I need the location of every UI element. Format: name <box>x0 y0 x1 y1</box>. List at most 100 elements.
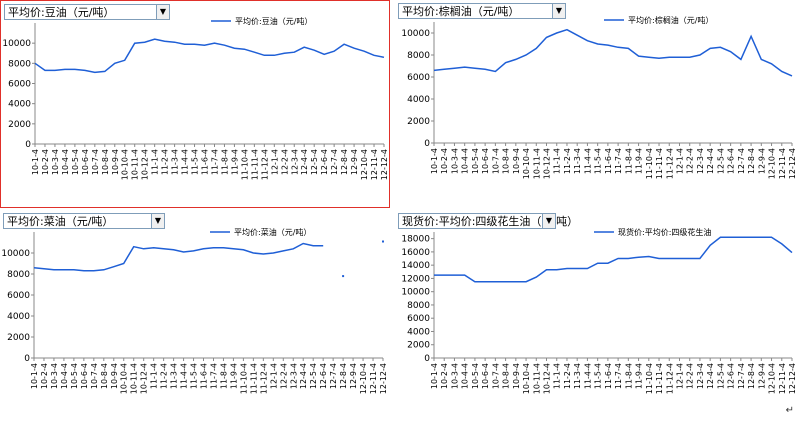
x-tick-label: 12-10-4 <box>360 149 369 180</box>
chevron-down-icon[interactable]: ▼ <box>151 213 165 229</box>
x-tick-label: 10-4-4 <box>60 363 69 389</box>
x-tick-label: 12-4-4 <box>706 148 715 174</box>
x-tick-label: 12-1-4 <box>675 363 684 389</box>
x-tick-label: 12-12-4 <box>788 148 797 179</box>
x-tick-label: 12-7-4 <box>737 363 746 389</box>
y-tick-label: 2000 <box>407 341 430 351</box>
x-tick-label: 11-12-4 <box>665 148 674 179</box>
x-tick-label: 12-10-4 <box>768 148 777 179</box>
x-tick-label: 10-9-4 <box>110 363 119 389</box>
x-tick-label: 11-1-4 <box>150 363 159 389</box>
x-tick-label: 10-11-4 <box>532 148 541 179</box>
y-tick-label: 16000 <box>401 248 430 258</box>
x-tick-label: 12-3-4 <box>696 363 705 389</box>
chevron-down-icon[interactable]: ▼ <box>552 3 566 19</box>
x-tick-label: 12-7-4 <box>329 363 338 389</box>
x-tick-label: 10-11-4 <box>532 363 541 394</box>
x-tick-label: 12-8-4 <box>747 148 756 174</box>
x-tick-label: 10-12-4 <box>543 363 552 394</box>
x-tick-label: 10-10-4 <box>522 148 531 179</box>
y-tick-label: 12000 <box>401 274 430 284</box>
x-tick-label: 12-12-4 <box>379 363 388 394</box>
x-tick-label: 10-3-4 <box>450 363 459 389</box>
x-tick-label: 10-10-4 <box>522 363 531 394</box>
x-tick-label: 12-9-4 <box>350 149 359 175</box>
y-tick-label: 8000 <box>8 59 31 69</box>
y-tick-label: 6000 <box>407 314 430 324</box>
x-tick-label: 10-4-4 <box>461 363 470 389</box>
series-dropdown[interactable]: 平均价:豆油（元/吨） ▼ <box>4 4 170 20</box>
x-tick-label: 11-7-4 <box>614 363 623 389</box>
line-chart: 0 2000 4000 6000 8000 10000 10-1-4 10-2-4 10-3-4… <box>2 16 389 180</box>
x-tick-label: 12-2-4 <box>279 363 288 389</box>
x-tick-label: 10-2-4 <box>440 148 449 174</box>
x-tick-label: 12-1-4 <box>675 148 684 174</box>
series-dropdown[interactable]: 平均价:棕榈油（元/吨） ▼ <box>398 3 566 19</box>
y-tick-label: 6000 <box>7 291 30 301</box>
chart-panel-soybean-oil: 平均价:豆油（元/吨） ▼ 0 2000 4000 6000 8000 10000 10-1… <box>0 0 390 208</box>
x-tick-label: 11-1-4 <box>151 149 160 175</box>
series-line <box>33 242 324 272</box>
x-tick-label: 11-3-4 <box>573 148 582 174</box>
x-tick-label: 12-1-4 <box>270 149 279 175</box>
x-tick-label: 11-11-4 <box>655 148 664 179</box>
y-tick-label: 6000 <box>407 73 430 83</box>
x-tick-label: 10-9-4 <box>111 149 120 175</box>
y-tick-label: 10000 <box>1 249 30 259</box>
x-tick-label: 10-2-4 <box>440 363 449 389</box>
x-tick-label: 10-1-4 <box>430 148 439 174</box>
x-tick-label: 11-3-4 <box>573 363 582 389</box>
series-dropdown[interactable]: 平均价:菜油（元/吨） ▼ <box>3 213 165 229</box>
x-tick-label: 11-6-4 <box>201 149 210 175</box>
x-tick-label: 11-7-4 <box>210 149 219 175</box>
x-tick-label: 12-7-4 <box>330 149 339 175</box>
x-tick-label: 10-8-4 <box>100 363 109 389</box>
x-tick-label: 11-2-4 <box>161 149 170 175</box>
series-dropdown[interactable]: 现货价:平均价:四级花生油（元/吨） ▼ <box>398 213 578 229</box>
x-tick-label: 11-9-4 <box>635 148 644 174</box>
chevron-down-icon[interactable]: ▼ <box>542 213 556 229</box>
x-tick-label: 11-2-4 <box>160 363 169 389</box>
x-tick-label: 10-5-4 <box>71 149 80 175</box>
x-tick-label: 11-10-4 <box>240 149 249 180</box>
chevron-down-icon[interactable]: ▼ <box>156 4 170 20</box>
x-tick-label: 11-6-4 <box>604 148 613 174</box>
y-tick-label: 0 <box>424 139 430 149</box>
x-tick-label: 11-8-4 <box>624 148 633 174</box>
x-tick-label: 11-2-4 <box>563 363 572 389</box>
x-tick-label: 11-4-4 <box>180 363 189 389</box>
x-tick-label: 12-8-4 <box>340 149 349 175</box>
y-tick-label: 4000 <box>8 100 31 110</box>
x-tick-label: 10-5-4 <box>70 363 79 389</box>
x-tick-label: 11-8-4 <box>624 363 633 389</box>
x-tick-label: 10-4-4 <box>61 149 70 175</box>
x-tick-label: 10-6-4 <box>81 149 90 175</box>
x-tick-label: 11-5-4 <box>190 363 199 389</box>
y-tick-label: 4000 <box>407 327 430 337</box>
x-tick-label: 12-3-4 <box>289 363 298 389</box>
x-tick-label: 10-12-4 <box>140 363 149 394</box>
x-tick-label: 12-3-4 <box>290 149 299 175</box>
x-tick-label: 12-6-4 <box>319 363 328 389</box>
x-tick-label: 12-4-4 <box>300 149 309 175</box>
dropdown-value: 平均价:豆油（元/吨） <box>8 6 115 19</box>
y-tick-label: 8000 <box>407 301 430 311</box>
x-tick-label: 10-8-4 <box>502 363 511 389</box>
x-tick-label: 10-11-4 <box>131 149 140 180</box>
x-tick-label: 10-1-4 <box>430 363 439 389</box>
x-tick-label: 12-10-4 <box>768 363 777 394</box>
x-tick-label: 12-11-4 <box>369 363 378 394</box>
y-tick-label: 6000 <box>8 80 31 90</box>
x-tick-label: 10-6-4 <box>481 148 490 174</box>
y-tick-label: 4000 <box>7 312 30 322</box>
x-tick-label: 11-10-4 <box>645 363 654 394</box>
x-tick-label: 11-12-4 <box>260 149 269 180</box>
dropdown-value: 平均价:菜油（元/吨） <box>7 215 114 228</box>
x-tick-label: 11-9-4 <box>230 149 239 175</box>
y-tick-label: 10000 <box>401 29 430 39</box>
x-tick-label: 12-9-4 <box>757 148 766 174</box>
dropdown-value: 平均价:棕榈油（元/吨） <box>402 5 520 18</box>
x-tick-label: 12-2-4 <box>686 363 695 389</box>
line-chart: 0 2000 4000 6000 8000 10000 12000 14000 16000 180… <box>401 227 797 394</box>
x-tick-label: 10-3-4 <box>450 148 459 174</box>
